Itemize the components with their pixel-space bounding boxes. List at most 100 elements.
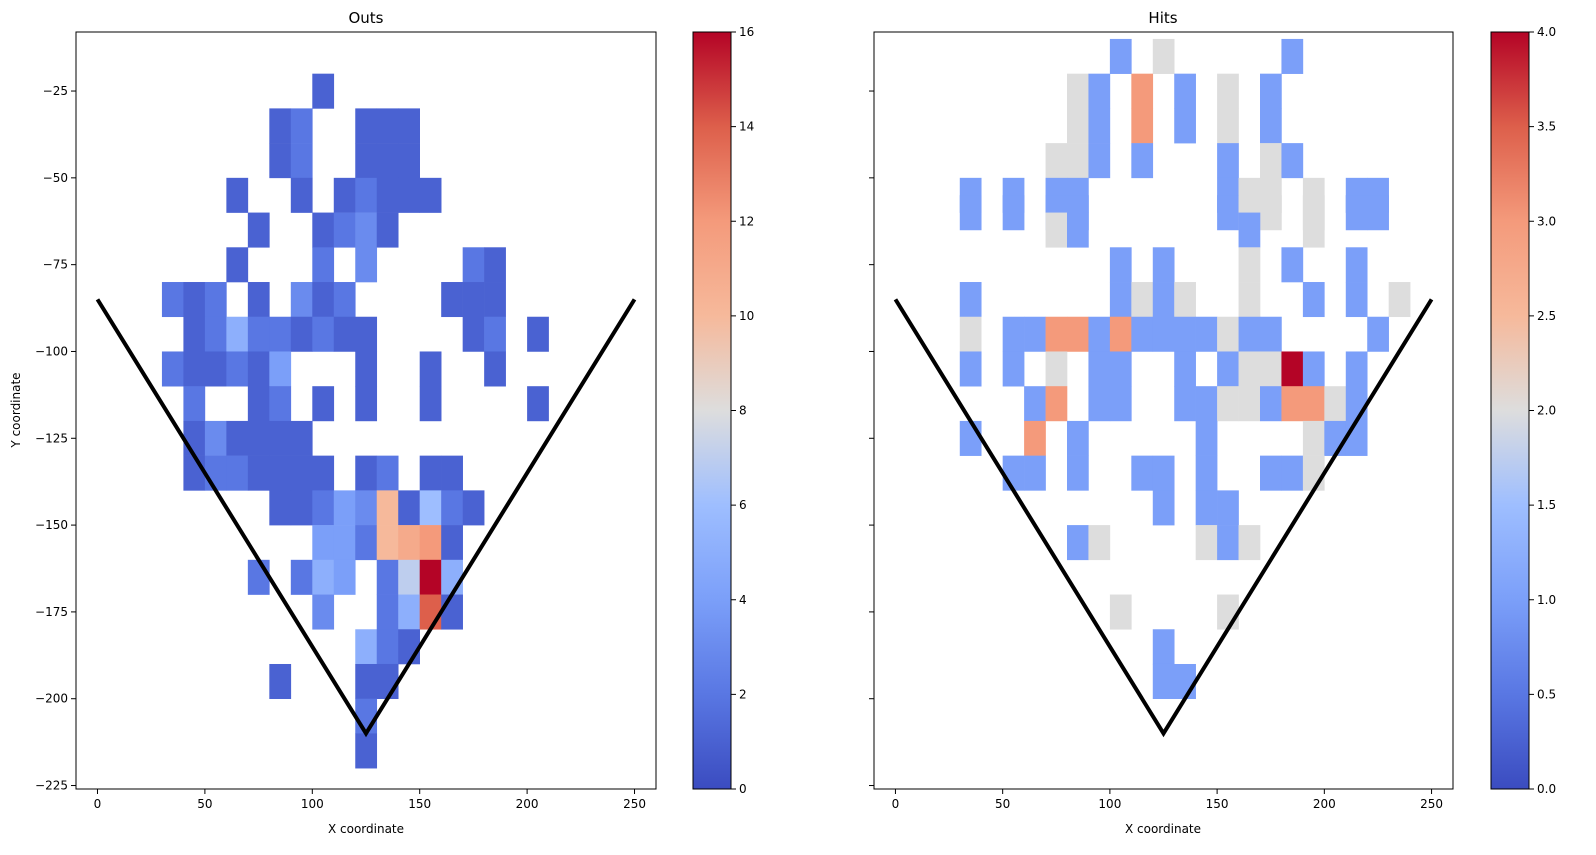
outs-heatmap-cell <box>333 490 356 526</box>
hits-heatmap-cell <box>1067 212 1089 248</box>
outs-heatmap-cell <box>312 247 335 283</box>
hits-colorbar-ticks: 0.0 0.5 1.0 1.5 2.0 2.5 3.0 3.5 4.0 <box>1529 25 1556 796</box>
hits-heatmap-cell <box>1174 282 1196 318</box>
outs-heatmap-cell <box>183 316 206 352</box>
outs-heatmap-cell <box>226 351 249 387</box>
hits-heatmap-cell <box>1217 351 1239 387</box>
hits-heatmap-cell <box>1281 455 1304 491</box>
outs-x-ticks: 0 50 100 150 200 250 <box>94 789 646 811</box>
hits-heatmap-cell <box>1088 108 1111 144</box>
hits-heatmap-cell <box>1067 108 1089 144</box>
outs-heatmap-cell <box>355 143 378 179</box>
hits-heatmap-cell <box>1238 316 1261 352</box>
hits-heatmap-cell <box>1109 247 1132 283</box>
outs-heatmap-cell <box>269 316 292 352</box>
outs-heatmap-cell <box>484 351 506 387</box>
outs-heatmap-cell <box>183 420 206 456</box>
outs-heatmap-cell <box>419 490 442 526</box>
hits-heatmap-cell <box>1324 420 1347 456</box>
outs-heatmap-cell <box>355 386 378 422</box>
outs-heatmap-cell <box>484 316 506 352</box>
outs-heatmap-cell <box>376 525 399 561</box>
outs-colorbar-tick-label: 16 <box>739 25 754 39</box>
hits-heatmap-cell <box>1152 316 1175 352</box>
outs-heatmap-cell <box>419 455 442 491</box>
outs-y-tick-label: −25 <box>43 84 68 98</box>
outs-heatmap-cell <box>247 351 270 387</box>
hits-heatmap-cell <box>1302 212 1325 248</box>
hits-heatmap-cell <box>959 316 982 352</box>
outs-title: Outs <box>348 9 383 27</box>
outs-heatmap-cell <box>269 143 292 179</box>
outs-heatmap-cell <box>355 247 378 283</box>
outs-heatmap-cell <box>312 525 335 561</box>
hits-heatmap-cell <box>1131 455 1154 491</box>
outs-colorbar-tick-label: 8 <box>739 404 747 418</box>
hits-heatmap-cell <box>1045 212 1068 248</box>
hits-heatmap-cell <box>1367 195 1389 231</box>
outs-heatmap-cell <box>355 733 378 769</box>
hits-heatmap-cell <box>959 195 982 231</box>
hits-axes-frame <box>873 31 1454 790</box>
hits-panel: Hits 0 50 100 150 200 250 X coordinate 0.0 0.5… <box>869 9 1556 836</box>
hits-heatmap-cell <box>1174 316 1196 352</box>
hits-x-tick-label: 200 <box>1313 797 1336 811</box>
outs-y-tick-label: −125 <box>35 431 68 445</box>
hits-heatmap-cell <box>1217 108 1239 144</box>
outs-colorbar-tick-label: 6 <box>739 498 747 512</box>
outs-heatmap-cell <box>204 351 227 387</box>
hits-heatmap-cell <box>1067 525 1089 561</box>
hits-heatmap-cell <box>1109 282 1132 318</box>
outs-heatmap-cell <box>441 455 463 491</box>
hits-heatmap-cell <box>1217 143 1239 179</box>
hits-heatmap-cell <box>1174 663 1196 700</box>
outs-heatmap-cell <box>398 108 420 144</box>
outs-y-tick-label: −225 <box>35 779 68 793</box>
hits-heatmap-cell <box>1195 525 1218 561</box>
outs-heatmap-cell <box>204 316 227 352</box>
outs-heatmap-cell <box>419 525 442 561</box>
outs-heatmap-cell <box>355 629 378 665</box>
hits-heatmap-cell <box>1217 594 1239 630</box>
outs-heatmap-cell <box>376 594 399 630</box>
hits-heatmap-cell <box>1260 351 1282 387</box>
hits-heatmap-cell <box>1260 73 1282 109</box>
hits-colorbar-tick-label: 1.0 <box>1537 593 1556 607</box>
outs-diamond-line <box>95 298 637 738</box>
hits-heatmap-cell <box>1002 455 1025 491</box>
outs-heatmap-cell <box>290 282 313 318</box>
hits-heatmap-cell <box>1195 455 1218 491</box>
hits-heatmap-cell <box>1217 316 1239 352</box>
hits-heatmap-cell <box>1302 386 1325 422</box>
hits-heatmap-cell <box>1281 143 1304 179</box>
outs-x-tick-label: 250 <box>623 797 646 811</box>
outs-x-tick-label: 0 <box>94 797 102 811</box>
outs-heatmap-cell <box>161 282 184 318</box>
outs-heatmap-cell <box>484 247 506 283</box>
hits-heatmap-cell <box>1345 195 1368 231</box>
hits-heatmap-cell <box>1045 351 1068 387</box>
hits-heatmap-cell <box>1302 455 1325 491</box>
hits-heatmap-cell <box>1345 420 1368 456</box>
outs-x-axis-label: X coordinate <box>328 822 404 836</box>
outs-colorbar-tick-label: 10 <box>739 309 754 323</box>
outs-colorbar-tick-label: 14 <box>739 120 754 134</box>
hits-heatmap-cell <box>959 351 982 387</box>
hits-heatmap-cell <box>1002 351 1025 387</box>
outs-heatmap-cell <box>419 559 442 595</box>
hits-heatmap-cell <box>1238 212 1261 248</box>
hits-heatmap-cell <box>1260 143 1282 179</box>
outs-heatmap-cell <box>441 282 463 318</box>
outs-heatmap-cell <box>247 282 270 318</box>
hits-heatmap-cell <box>1195 386 1218 422</box>
hits-heatmap-cell <box>1002 195 1025 231</box>
outs-heatmap-cell <box>355 108 378 144</box>
hits-heatmap-cell <box>1152 247 1175 283</box>
hits-x-tick-label: 150 <box>1206 797 1229 811</box>
outs-heatmap-cell <box>204 282 227 318</box>
hits-heatmap-cell <box>1067 143 1089 179</box>
outs-heatmap-cell <box>312 73 335 109</box>
hits-heatmap-cell <box>1131 282 1154 318</box>
hits-heatmap-cell <box>1195 420 1218 456</box>
